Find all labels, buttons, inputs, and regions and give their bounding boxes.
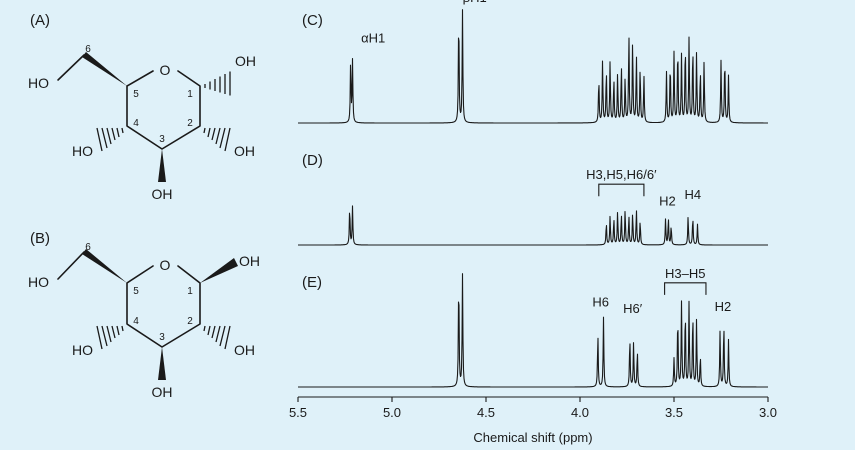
molecule-a-c1-number: 1 xyxy=(187,89,193,100)
molecule-a-c6-o-bond xyxy=(57,54,85,81)
molecule-b-c6-wedge xyxy=(82,249,127,283)
peak-label: H2 xyxy=(659,193,676,208)
molecule-b-c2-hash-bond xyxy=(203,325,231,350)
spectrum-1-trace xyxy=(297,9,769,124)
molecule-a-c3-hydroxyl: OH xyxy=(152,186,173,202)
molecule-b-c5-number: 5 xyxy=(133,286,139,297)
chemical-shift-axis: 5.5 5.0 4.5 4.0 3.5 3.0 Chemical shift (ppm) xyxy=(289,396,777,445)
molecule-a-c4-number: 4 xyxy=(133,118,139,129)
multiplet-label: H3,H5,H6/6′ xyxy=(586,167,657,182)
x-tick-label: 3.0 xyxy=(759,405,777,420)
multiplet-bracket xyxy=(598,183,645,197)
molecule-b-c2-hydroxyl: OH xyxy=(234,342,255,358)
molecule-a-c6-number: 6 xyxy=(85,44,91,55)
molecule-b-c3-wedge xyxy=(158,347,166,380)
molecule-b-ring-oxygen: O xyxy=(160,257,171,273)
molecule-a: (A) xyxy=(28,12,256,202)
spectrum-3: (E) H6 H6′ H2 H3–H5 xyxy=(297,266,769,388)
spectrum-2: (D) H2 H4 H3,H5,H6/6′ xyxy=(297,152,769,246)
molecule-b-label: (B) xyxy=(30,230,50,247)
molecule-b-c4-hash-bond xyxy=(96,325,124,350)
molecule-a-c4-hash-bond xyxy=(96,127,124,152)
spectrum-1-label: (C) xyxy=(302,12,323,29)
spectrum-2-label: (D) xyxy=(302,152,323,169)
molecule-a-c1-hash-bond xyxy=(204,71,231,96)
molecule-a-c6-hydroxyl: HO xyxy=(28,75,49,91)
molecule-b-c6-o-bond xyxy=(57,251,85,280)
x-tick-label: 4.0 xyxy=(571,405,589,420)
multiplet-label: H3–H5 xyxy=(665,266,705,281)
molecule-a-c5-number: 5 xyxy=(133,89,139,100)
molecule-b-c1-hydroxyl: OH xyxy=(239,253,260,269)
peak-label: βH1 xyxy=(463,0,487,5)
spectrum-1: (C) αH1 βH1 xyxy=(297,0,769,124)
molecule-b-c4-hydroxyl: HO xyxy=(72,342,93,358)
molecule-b-c3-number: 3 xyxy=(159,332,165,343)
molecule-b-c6-hydroxyl: HO xyxy=(28,274,49,290)
molecule-a-label: (A) xyxy=(30,12,50,29)
spectrum-2-trace xyxy=(297,205,769,246)
molecule-a-ring-oxygen: O xyxy=(160,62,171,78)
spectrum-3-label: (E) xyxy=(302,274,322,291)
x-tick-label: 4.5 xyxy=(477,405,495,420)
peak-label: αH1 xyxy=(361,30,385,45)
peak-label: H2 xyxy=(715,299,732,314)
peak-label: H4 xyxy=(684,187,701,202)
molecule-b: (B) O OH OH OH HO HO 1 2 xyxy=(28,230,260,400)
x-tick-label: 5.5 xyxy=(289,405,307,420)
molecule-a-c3-number: 3 xyxy=(159,134,165,145)
molecule-a-c2-hydroxyl: OH xyxy=(234,143,255,159)
x-axis-title: Chemical shift (ppm) xyxy=(473,430,592,445)
molecule-a-c2-number: 2 xyxy=(187,118,193,129)
molecule-b-c6-number: 6 xyxy=(85,242,91,253)
molecule-a-c1-hydroxyl: OH xyxy=(235,53,256,69)
molecule-b-c1-wedge xyxy=(200,258,238,283)
molecule-b-c3-hydroxyl: OH xyxy=(152,384,173,400)
molecule-a-c4-hydroxyl: HO xyxy=(72,143,93,159)
x-tick-label: 5.0 xyxy=(383,405,401,420)
molecule-b-c2-number: 2 xyxy=(187,316,193,327)
molecule-a-c3-wedge xyxy=(158,149,166,182)
molecule-b-c1-number: 1 xyxy=(187,286,193,297)
molecule-a-c6-wedge xyxy=(82,52,127,86)
peak-label: H6 xyxy=(592,294,609,309)
nmr-spectra: (C) αH1 βH1 (D) H2 H4 H3,H5,H6/6′ (E) H6 H6′ H2 H3–… xyxy=(297,0,769,388)
multiplet-bracket xyxy=(664,282,707,295)
x-tick-label: 3.5 xyxy=(665,405,683,420)
spectrum-3-trace xyxy=(297,273,769,388)
molecule-a-c2-hash-bond xyxy=(203,127,231,152)
peak-label: H6′ xyxy=(623,301,643,316)
molecule-b-c4-number: 4 xyxy=(133,316,139,327)
